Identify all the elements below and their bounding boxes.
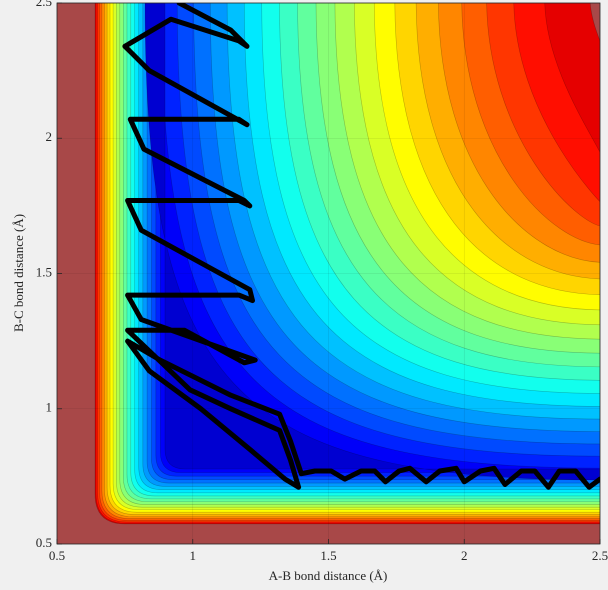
x-tick-label: 0.5 xyxy=(49,548,65,563)
y-tick-label: 0.5 xyxy=(36,535,52,550)
y-tick-label: 1 xyxy=(46,400,53,415)
x-tick-label: 1 xyxy=(190,548,197,563)
x-tick-label: 2.5 xyxy=(592,548,608,563)
plot-frame xyxy=(56,2,601,545)
contour-band xyxy=(151,3,600,480)
contour-band xyxy=(144,3,600,481)
contour-fill xyxy=(57,3,600,544)
y-tick-label: 2.5 xyxy=(36,0,52,9)
x-axis-label: A-B bond distance (Å) xyxy=(269,568,388,583)
y-tick-label: 1.5 xyxy=(36,264,52,279)
y-axis-label: B-C bond distance (Å) xyxy=(11,214,26,332)
y-tick-label: 2 xyxy=(46,129,53,144)
x-tick-label: 2 xyxy=(461,548,468,563)
trajectory xyxy=(122,3,600,490)
x-tick-label: 1.5 xyxy=(320,548,336,563)
